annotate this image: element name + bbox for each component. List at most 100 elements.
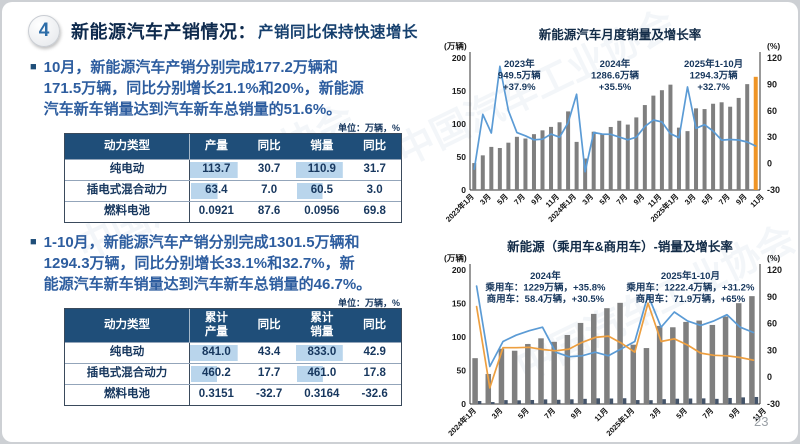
table-cell: 燃料电池 [65, 385, 190, 405]
chart-annotation: 2025年1-10月 [661, 270, 720, 282]
table-row: 燃料电池 0.3151 -32.7 0.3164 -32.6 [65, 384, 401, 405]
pv-sales-bar [551, 341, 557, 404]
pv-sales-bar [511, 350, 518, 404]
cv-sales-bar [596, 398, 600, 404]
bullet-line: 171.5万辆，同比分别增长21.1%和20%，新能源 [43, 80, 364, 97]
table-cell: 纯电动 [65, 343, 190, 363]
table-cell: 43.4 [257, 346, 281, 359]
pv-sales-bar [590, 313, 597, 404]
cv-sales-bar [649, 400, 653, 404]
cv-sales-bar [504, 400, 508, 404]
monthly-sales-bar [651, 95, 656, 190]
page-number: 23 [754, 414, 769, 429]
chart-annotation: 1294.3万辆 [690, 70, 739, 82]
column-header: 累计 销量 [310, 312, 334, 338]
right-axis-label: (%) [767, 42, 780, 51]
bullet-line: 能源汽车新车销量达到汽车新车总销量的46.7%。 [43, 276, 372, 293]
x-axis-tick: 7月 [717, 192, 732, 207]
table-header-row: 动力类型 累计 产量 同比 累计 销量 同比 [65, 309, 401, 342]
monthly-sales-bar [480, 155, 485, 190]
x-axis-tick: 2025年1月 [604, 405, 636, 437]
cv-sales-bar [662, 399, 666, 404]
x-axis-tick: 11月 [748, 192, 765, 209]
bullet-line: 1-10月，新能源汽车产销分别完成1301.5万辆和 [43, 234, 360, 251]
cv-sales-bar [688, 398, 693, 404]
pv-sales-bar [683, 321, 689, 404]
x-axis-tick: 3月 [478, 192, 493, 207]
pv-sales-bar [577, 322, 584, 404]
chart-annotation: 乘用车：1229万辆，+35.8% [484, 282, 606, 294]
table-row: 插电式混合动力 63.4 7.0 60.5 3.0 [65, 180, 401, 201]
table-cell: 841.0 [189, 343, 243, 363]
cv-sales-bar [609, 398, 614, 404]
pv-sales-bar [709, 324, 716, 404]
table-row: 纯电动 113.7 30.7 110.9 31.7 [65, 159, 401, 180]
left-axis-label: (万辆) [444, 42, 467, 51]
monthly-sales-bar [719, 102, 724, 190]
monthly-sales-bar [600, 133, 605, 190]
pv-sales-bar [538, 338, 544, 404]
column-header: 动力类型 [65, 309, 190, 342]
monthly-sales-bar [472, 163, 477, 190]
chart-annotation: 乘用车：1222.4万辆，+31.2% [625, 282, 755, 294]
table-header-row: 动力类型 产量 同比 销量 同比 [65, 134, 401, 159]
table-cell: 17.7 [257, 367, 281, 380]
pv-sales-bar [617, 302, 623, 404]
x-axis-tick: 7月 [701, 406, 716, 421]
column-header: 同比 [257, 318, 281, 331]
left-axis-tick: 200 [452, 265, 466, 275]
x-axis-tick: 5月 [700, 192, 715, 207]
column-header: 累计 产量 [204, 312, 228, 338]
right-axis-tick: 30 [767, 345, 777, 355]
monthly-sales-bar [489, 146, 494, 190]
cv-sales-bar [491, 402, 495, 404]
table-cell: 460.2 [189, 364, 243, 384]
right-axis-tick: -30 [767, 399, 780, 409]
table-cell: 110.9 [295, 160, 349, 180]
chart-annotation: 2025年1-10月 [684, 58, 743, 70]
table-cell: 纯电动 [65, 160, 190, 180]
monthly-sales-bar [711, 103, 716, 190]
x-axis-tick: 3月 [580, 192, 595, 207]
right-axis-tick: 30 [767, 132, 777, 142]
bullet-square-icon: ■ [30, 61, 37, 73]
chart-annotation: 2023年 [504, 58, 535, 70]
table-cell: 0.0956 [304, 205, 340, 218]
table-cell: 113.7 [189, 160, 243, 180]
monthly-sales-bar [583, 158, 588, 190]
monthly-sales-bar [659, 90, 664, 190]
table-cell: 3.0 [366, 184, 383, 197]
table-cell: 31.7 [363, 163, 386, 176]
monthly-sales-bar [745, 84, 750, 190]
chart-annotation: 商用车：58.4万辆，+30.5% [487, 293, 605, 305]
left-axis-tick: 150 [452, 299, 466, 309]
table-cell: 0.3164 [304, 388, 340, 401]
right-axis-tick: 60 [767, 319, 777, 329]
unit-label: 单位：万辆，% [337, 123, 400, 133]
pv-sales-bar [525, 344, 531, 404]
x-axis-tick: 7月 [542, 406, 557, 421]
cv-sales-bar [636, 400, 640, 404]
x-axis-tick: 7月 [615, 192, 630, 207]
monthly-sales-bar [591, 131, 596, 190]
x-axis-tick: 9月 [727, 406, 742, 421]
monthly-sales-bar [523, 138, 528, 190]
monthly-sales-bar [557, 122, 562, 190]
monthly-sales-bar [566, 111, 571, 190]
table-cell: 87.6 [257, 205, 281, 218]
page-title: 新能源汽车产销情况： [71, 22, 256, 42]
cv-sales-bar [477, 400, 482, 404]
x-axis-tick: 9月 [632, 192, 647, 207]
left-axis-tick: 150 [452, 86, 466, 96]
table-cell: 0.3151 [198, 388, 234, 401]
table-cell: 63.4 [189, 181, 243, 201]
cv-sales-bar [517, 400, 521, 404]
table-cell: 7.0 [261, 184, 278, 197]
x-axis-tick: 7月 [512, 192, 527, 207]
left-axis-tick: 0 [461, 399, 466, 409]
pv-sales-bar [696, 320, 702, 404]
monthly-sales-bar [506, 142, 511, 190]
right-axis-tick: 120 [767, 53, 782, 63]
cv-sales-bar [715, 398, 719, 404]
